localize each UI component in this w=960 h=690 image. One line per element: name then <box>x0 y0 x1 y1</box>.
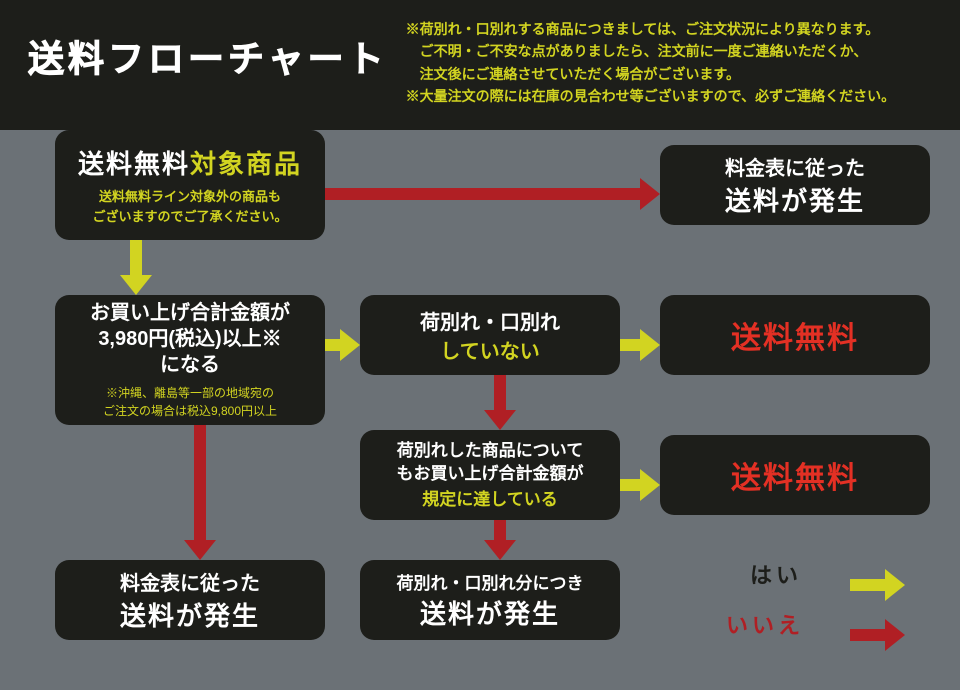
node-free-shipping-2: 送料無料 <box>660 435 930 515</box>
node-title: 送料無料対象商品 <box>78 144 302 181</box>
node-line: 送料が発生 <box>120 596 260 633</box>
node-fee-per-split: 荷別れ・口別れ分につき 送料が発生 <box>360 560 620 640</box>
arrow <box>620 469 660 501</box>
node-line: 送料が発生 <box>420 594 560 631</box>
canvas: 送料フローチャート ※荷別れ・口別れする商品につきましては、ご注文状況により異な… <box>0 0 960 690</box>
note-line: ご不明・ご不安な点がありましたら、注文前に一度ご連絡いただくか、 <box>406 40 932 62</box>
header: 送料フローチャート ※荷別れ・口別れする商品につきましては、ご注文状況により異な… <box>0 0 960 130</box>
node-line: 荷別れ・口別れ <box>420 306 560 335</box>
page-title: 送料フローチャート <box>28 30 388 82</box>
node-not-split: 荷別れ・口別れ していない <box>360 295 620 375</box>
node-text: 荷別れした商品について もお買い上げ合計金額が <box>397 440 584 486</box>
note-line: ※荷別れ・口別れする商品につきましては、ご注文状況により異なります。 <box>406 18 932 40</box>
arrow <box>620 329 660 361</box>
legend-no-label: いいえ <box>726 608 804 640</box>
node-free-shipping-eligible: 送料無料対象商品 送料無料ライン対象外の商品も ございますのでご了承ください。 <box>55 130 325 240</box>
note-line: ※大量注文の際には在庫の見合わせ等ございますので、必ずご連絡ください。 <box>406 85 932 107</box>
header-notes: ※荷別れ・口別れする商品につきましては、ご注文状況により異なります。 ご不明・ご… <box>406 18 932 108</box>
arrow <box>184 425 216 560</box>
node-fee-applies-1: 料金表に従った 送料が発生 <box>660 145 930 225</box>
arrow <box>484 520 516 560</box>
legend-yes-label: はい <box>750 558 802 590</box>
node-subtext: 送料無料ライン対象外の商品も ございますのでご了承ください。 <box>92 187 287 226</box>
arrow <box>325 178 660 210</box>
arrow <box>325 329 360 361</box>
node-line: 送料無料 <box>731 313 859 357</box>
note-line: 注文後にご連絡させていただく場合がございます。 <box>406 63 932 85</box>
node-line: 料金表に従った <box>725 152 865 181</box>
node-line: 送料が発生 <box>725 181 865 218</box>
node-subtext: ※沖縄、離島等一部の地域宛の ご注文の場合は税込9,800円以上 <box>103 384 277 420</box>
node-line: 料金表に従った <box>120 567 260 596</box>
node-fee-applies-2: 料金表に従った 送料が発生 <box>55 560 325 640</box>
arrow <box>120 240 152 295</box>
arrow <box>850 569 905 601</box>
node-line: 規定に達している <box>422 485 558 510</box>
arrow <box>484 375 516 430</box>
node-text: お買い上げ合計金額が 3,980円(税込)以上※ になる <box>90 300 290 378</box>
node-line: 送料無料 <box>731 453 859 497</box>
node-split-still-over: 荷別れした商品について もお買い上げ合計金額が 規定に達している <box>360 430 620 520</box>
node-free-shipping-1: 送料無料 <box>660 295 930 375</box>
node-total-over-3980: お買い上げ合計金額が 3,980円(税込)以上※ になる ※沖縄、離島等一部の地… <box>55 295 325 425</box>
arrow <box>850 619 905 651</box>
node-line: していない <box>440 335 539 364</box>
node-line: 荷別れ・口別れ分につき <box>397 569 584 594</box>
